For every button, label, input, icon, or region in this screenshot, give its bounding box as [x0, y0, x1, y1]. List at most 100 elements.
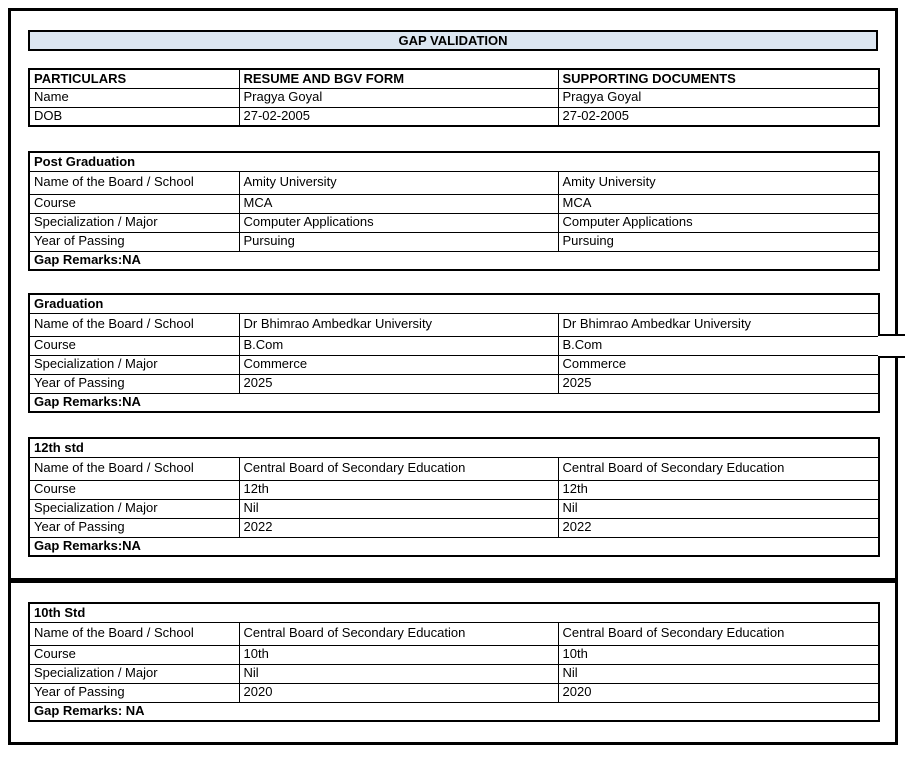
- column-header-particulars: PARTICULARS: [28, 68, 240, 89]
- cell-value: Nil: [557, 663, 880, 684]
- cell-value: Nil: [557, 498, 880, 519]
- section-title: 10th Std: [28, 602, 880, 623]
- table-header-row: PARTICULARS RESUME AND BGV FORM SUPPORTI…: [28, 68, 880, 89]
- table-row: Year of Passing 2022 2022: [28, 517, 880, 538]
- row-label: Year of Passing: [28, 373, 240, 394]
- row-label-name: Name: [28, 87, 240, 108]
- cell-value: B.Com: [238, 335, 559, 356]
- gap-remarks: Gap Remarks:NA: [28, 250, 880, 271]
- cell-value: Dr Bhimrao Ambedkar University: [557, 312, 880, 337]
- table-row: Specialization / Major Commerce Commerce: [28, 354, 880, 375]
- cell-value: Central Board of Secondary Education: [557, 456, 880, 481]
- row-label: Year of Passing: [28, 682, 240, 703]
- section-header-row: 10th Std: [28, 602, 880, 623]
- row-label: Name of the Board / School: [28, 621, 240, 646]
- cell-value: Computer Applications: [557, 212, 880, 233]
- cell-value: 2025: [238, 373, 559, 394]
- row-label: Course: [28, 479, 240, 500]
- table-row: Year of Passing 2020 2020: [28, 682, 880, 703]
- cell-value: Central Board of Secondary Education: [238, 621, 559, 646]
- page-border: [8, 8, 898, 745]
- section-title: Post Graduation: [28, 151, 880, 172]
- cell-value: Amity University: [557, 170, 880, 195]
- particulars-table: PARTICULARS RESUME AND BGV FORM SUPPORTI…: [28, 68, 880, 127]
- cell-value: Pursuing: [238, 231, 559, 252]
- section-header-row: 12th std: [28, 437, 880, 458]
- row-label: Name of the Board / School: [28, 456, 240, 481]
- cell-value: Commerce: [238, 354, 559, 375]
- table-row: Specialization / Major Nil Nil: [28, 663, 880, 684]
- cell-value: 10th: [557, 644, 880, 665]
- cell-value: Commerce: [557, 354, 880, 375]
- table-row: DOB 27-02-2005 27-02-2005: [28, 106, 880, 127]
- cell-value: 2022: [238, 517, 559, 538]
- row-label: Name of the Board / School: [28, 170, 240, 195]
- section-table-12th: 12th std Name of the Board / School Cent…: [28, 437, 881, 557]
- row-label: Course: [28, 193, 240, 214]
- cell-value: Nil: [238, 663, 559, 684]
- section-header-row: Post Graduation: [28, 151, 880, 172]
- row-label: Specialization / Major: [28, 498, 240, 519]
- section-title: Graduation: [28, 293, 880, 314]
- cell-value: B.Com: [557, 335, 880, 356]
- row-label: Specialization / Major: [28, 354, 240, 375]
- table-row: Name of the Board / School Central Board…: [28, 456, 880, 481]
- column-header-supporting: SUPPORTING DOCUMENTS: [557, 68, 880, 89]
- row-label: Name of the Board / School: [28, 312, 240, 337]
- section-table-10th: 10th Std Name of the Board / School Cent…: [28, 602, 881, 722]
- document-title-bar: GAP VALIDATION: [28, 30, 878, 51]
- table-border-overflow: [878, 334, 905, 358]
- cell-value: 2020: [238, 682, 559, 703]
- cell-value: Amity University: [238, 170, 559, 195]
- cell-value: Central Board of Secondary Education: [238, 456, 559, 481]
- gap-remarks-row: Gap Remarks:NA: [28, 536, 880, 557]
- table-row: Course 12th 12th: [28, 479, 880, 500]
- table-row: Specialization / Major Nil Nil: [28, 498, 880, 519]
- cell-value: 2025: [557, 373, 880, 394]
- section-title: 12th std: [28, 437, 880, 458]
- table-row: Specialization / Major Computer Applicat…: [28, 212, 880, 233]
- table-row: Year of Passing Pursuing Pursuing: [28, 231, 880, 252]
- gap-remarks-row: Gap Remarks:NA: [28, 250, 880, 271]
- cell-value: Nil: [238, 498, 559, 519]
- row-label: Course: [28, 644, 240, 665]
- cell-value: MCA: [238, 193, 559, 214]
- cell-value: Computer Applications: [238, 212, 559, 233]
- table-row: Name of the Board / School Dr Bhimrao Am…: [28, 312, 880, 337]
- table-row: Name of the Board / School Central Board…: [28, 621, 880, 646]
- cell-value: 10th: [238, 644, 559, 665]
- cell-value: 2022: [557, 517, 880, 538]
- section-table-graduation: Graduation Name of the Board / School Dr…: [28, 293, 881, 413]
- section-header-row: Graduation: [28, 293, 880, 314]
- table-row: Course MCA MCA: [28, 193, 880, 214]
- gap-remarks-row: Gap Remarks: NA: [28, 701, 880, 722]
- document-title: GAP VALIDATION: [398, 33, 508, 48]
- cell-value: Dr Bhimrao Ambedkar University: [238, 312, 559, 337]
- cell-value: Central Board of Secondary Education: [557, 621, 880, 646]
- row-label: Year of Passing: [28, 517, 240, 538]
- table-row: Name Pragya Goyal Pragya Goyal: [28, 87, 880, 108]
- cell-value: 12th: [238, 479, 559, 500]
- row-label: Specialization / Major: [28, 663, 240, 684]
- cell-name-supporting: Pragya Goyal: [557, 87, 880, 108]
- table-row: Course B.Com B.Com: [28, 335, 880, 356]
- table-row: Year of Passing 2025 2025: [28, 373, 880, 394]
- page-break-divider: [8, 578, 898, 583]
- cell-dob-supporting: 27-02-2005: [557, 106, 880, 127]
- table-row: Name of the Board / School Amity Univers…: [28, 170, 880, 195]
- gap-remarks: Gap Remarks:NA: [28, 536, 880, 557]
- cell-value: Pursuing: [557, 231, 880, 252]
- gap-remarks: Gap Remarks:NA: [28, 392, 880, 413]
- row-label: Year of Passing: [28, 231, 240, 252]
- gap-remarks: Gap Remarks: NA: [28, 701, 880, 722]
- cell-value: 2020: [557, 682, 880, 703]
- row-label: Specialization / Major: [28, 212, 240, 233]
- section-table-post-graduation: Post Graduation Name of the Board / Scho…: [28, 151, 881, 271]
- row-label: Course: [28, 335, 240, 356]
- column-header-resume: RESUME AND BGV FORM: [238, 68, 559, 89]
- cell-value: MCA: [557, 193, 880, 214]
- cell-value: 12th: [557, 479, 880, 500]
- table-row: Course 10th 10th: [28, 644, 880, 665]
- cell-name-resume: Pragya Goyal: [238, 87, 559, 108]
